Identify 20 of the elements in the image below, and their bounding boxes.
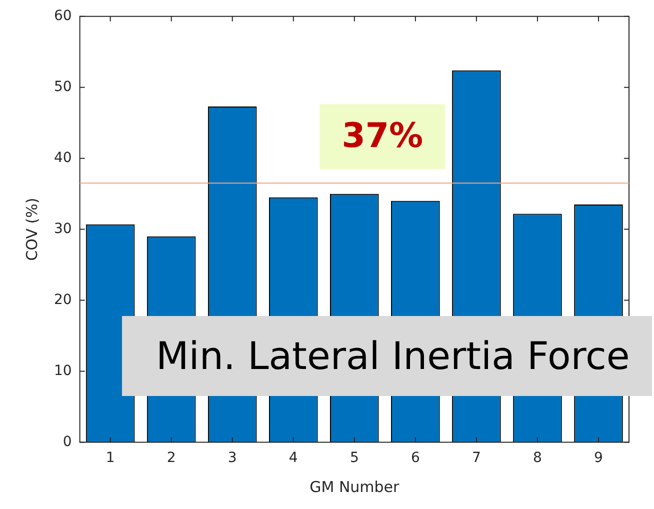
x-axis-title: GM Number [310,478,400,496]
y-tick-label: 50 [54,79,72,96]
x-tick-label: 3 [228,450,237,466]
x-tick-label: 9 [594,450,603,466]
x-tick-label: 1 [106,450,115,466]
y-tick-label: 30 [54,220,72,237]
x-tick-label: 4 [288,450,298,466]
y-tick-label: 40 [54,150,72,166]
y-tick-label: 20 [54,292,72,308]
x-tick-label: 8 [533,450,542,466]
y-tick-label: 0 [62,434,72,450]
x-tick-label: 2 [166,450,176,466]
annotation: Min. Lateral Inertia Force [122,316,652,396]
x-tick-label: 6 [410,450,420,466]
y-tick-label: 60 [54,8,72,24]
y-axis-title: COV (%) [22,198,41,261]
y-tick-label: 10 [54,362,72,379]
x-tick-label: 7 [472,450,481,466]
ref-line-label: 37% [342,116,424,156]
x-tick-label: 5 [350,450,359,466]
